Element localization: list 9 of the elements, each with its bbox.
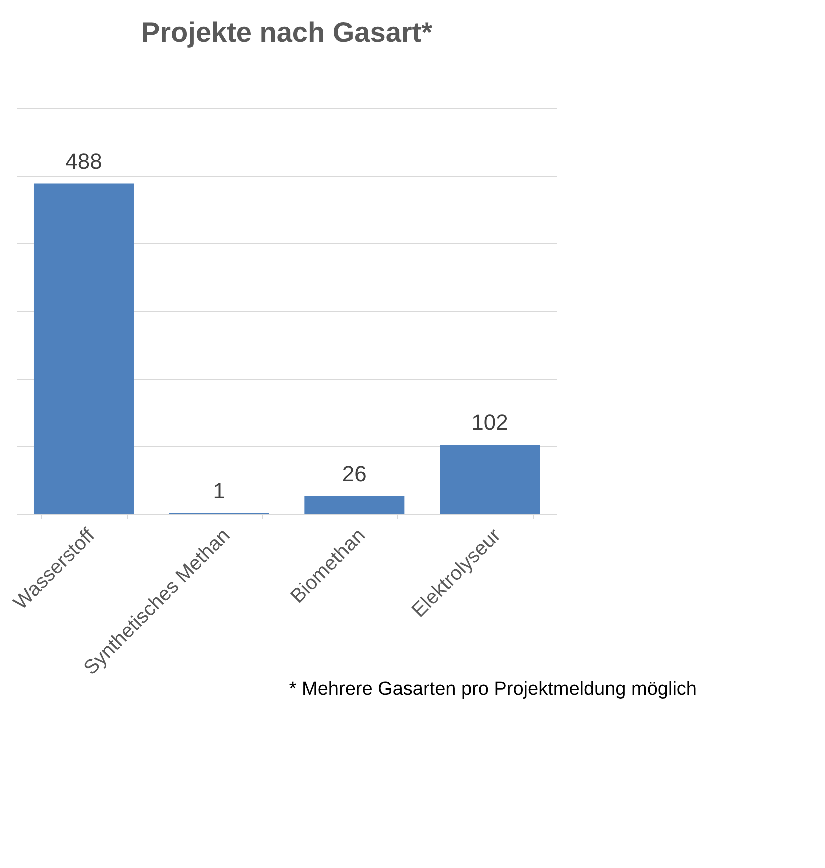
- data-label: 1: [213, 478, 226, 504]
- data-label: 488: [66, 148, 102, 174]
- text: * Mehrere Gasarten pro Projektmeldung möglich: [289, 679, 697, 700]
- data-label: 102: [472, 410, 508, 435]
- bar: [304, 496, 405, 514]
- data-label: 26: [342, 461, 367, 486]
- chart-title: Projekte nach Gasart*: [141, 17, 433, 48]
- bar: [440, 444, 540, 514]
- bar: [34, 184, 134, 514]
